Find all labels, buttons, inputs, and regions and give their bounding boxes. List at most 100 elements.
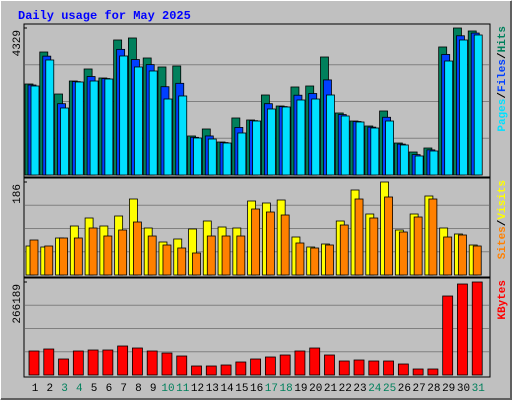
bar (473, 34, 483, 176)
bar (310, 247, 320, 276)
bar (266, 108, 276, 176)
bar (429, 150, 439, 176)
bar (252, 120, 262, 176)
bar (176, 355, 188, 376)
legend-entry: Hits (497, 26, 509, 52)
x-tick-label: 30 (457, 383, 470, 395)
bar (45, 59, 55, 176)
bar (161, 352, 173, 376)
x-tick-label: 27 (413, 383, 426, 395)
x-tick-label: 22 (339, 383, 352, 395)
bar (29, 239, 39, 276)
bar (412, 368, 424, 376)
x-tick-label: 29 (442, 383, 455, 395)
bar (177, 247, 187, 276)
bar (133, 221, 142, 276)
legend-separator: / (497, 52, 509, 59)
bar (104, 78, 114, 176)
x-tick-label: 10 (161, 383, 174, 395)
x-tick-label: 25 (383, 383, 396, 395)
bar (280, 214, 290, 276)
bar (28, 350, 40, 376)
bar (442, 295, 454, 376)
bar (355, 121, 365, 176)
bar (220, 364, 232, 376)
bar (88, 227, 98, 276)
bar (59, 237, 68, 276)
legend: KBytes (497, 280, 509, 320)
bar (191, 365, 202, 376)
bar (385, 120, 394, 176)
x-tick-label: 12 (191, 383, 204, 395)
bar (340, 115, 350, 176)
bar (354, 198, 364, 276)
x-tick-label: 11 (176, 383, 190, 395)
legend-entry: KBytes (497, 280, 509, 320)
y-tick-label: 186 (12, 184, 24, 204)
y-tick-label: 4329 (12, 30, 24, 56)
bar (132, 347, 143, 376)
x-tick-label: 17 (265, 383, 278, 395)
bar (192, 252, 201, 276)
bar (368, 360, 380, 376)
bar (471, 281, 483, 376)
bar (58, 358, 69, 376)
bar (146, 350, 158, 376)
bar (428, 198, 438, 276)
bar (147, 235, 157, 276)
bar (458, 234, 467, 276)
bar (265, 211, 275, 276)
legend-entry: Pages (497, 99, 509, 132)
bar (444, 60, 454, 176)
x-tick-label: 20 (309, 383, 322, 395)
bar (148, 70, 158, 176)
bar (459, 39, 468, 176)
bar (397, 363, 409, 376)
bar (118, 229, 128, 276)
bar (207, 138, 217, 176)
bar (205, 365, 217, 376)
x-tick-label: 14 (220, 383, 234, 395)
bar (383, 360, 394, 376)
bar (236, 235, 246, 276)
x-tick-label: 28 (427, 383, 440, 395)
x-tick-label: 19 (294, 383, 307, 395)
bar (72, 350, 84, 376)
bar (325, 244, 334, 276)
bar (206, 235, 216, 276)
bar (73, 237, 83, 276)
bar (384, 196, 393, 276)
bar (163, 98, 173, 176)
x-tick-label: 31 (472, 383, 486, 395)
legend-separator: / (497, 92, 509, 99)
x-tick-label: 6 (106, 383, 113, 395)
bar (399, 144, 409, 176)
bar (117, 345, 129, 376)
bar (60, 107, 69, 176)
x-tick-label: 2 (46, 383, 53, 395)
x-tick-label: 5 (91, 383, 98, 395)
x-tick-label: 21 (324, 383, 338, 395)
legend-entry: Visits (497, 180, 509, 220)
bar (279, 354, 291, 376)
bar (119, 55, 129, 176)
legend-separator: / (497, 219, 509, 226)
bar (311, 98, 321, 176)
bar (370, 127, 380, 176)
legend: Sites/Visits (497, 180, 509, 259)
x-tick-label: 7 (120, 383, 127, 395)
bar (162, 244, 172, 276)
x-tick-label: 3 (61, 383, 68, 395)
bar (251, 208, 261, 276)
bar (296, 99, 306, 176)
x-tick-label: 15 (235, 383, 248, 395)
x-tick-label: 4 (76, 383, 83, 395)
bar (89, 80, 99, 176)
bar (235, 361, 247, 376)
x-tick-label: 8 (135, 383, 142, 395)
bar (324, 354, 335, 376)
x-tick-label: 24 (368, 383, 382, 395)
legend: Pages/Files/Hits (497, 26, 509, 132)
bar (102, 349, 114, 376)
